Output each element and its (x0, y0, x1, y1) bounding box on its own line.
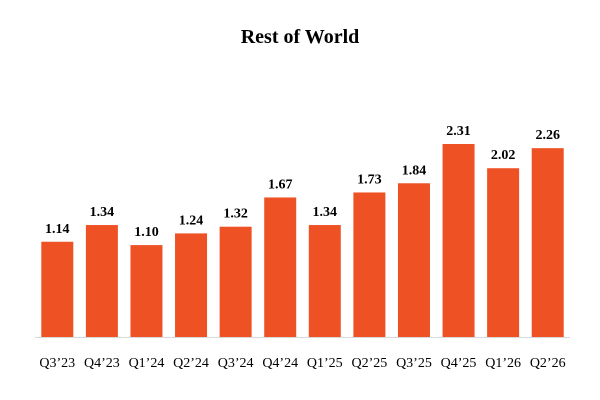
x-tick-label: Q2’25 (351, 356, 387, 371)
bar (264, 197, 297, 337)
bar (41, 241, 74, 337)
bar (397, 183, 430, 337)
bar (130, 245, 163, 337)
x-tick-label: Q1’25 (307, 356, 343, 371)
x-tick-label: Q4’24 (262, 356, 298, 371)
bar (531, 148, 564, 337)
bar-value-label: 1.34 (90, 205, 115, 220)
x-tick-label: Q2’24 (173, 356, 209, 371)
value-labels-layer: 1.14 1.34 1.10 1.24 1.32 1.67 1.34 1.73 1.84 2.31… (45, 124, 560, 240)
bar-value-label: 1.14 (45, 222, 70, 237)
x-tick-label: Q4’25 (441, 356, 477, 371)
bar (308, 225, 341, 337)
chart-title: Rest of World (240, 26, 360, 48)
bar-value-label: 1.32 (223, 207, 248, 222)
tick-labels-layer: Q3’23 Q4’23 Q1’24 Q2’24 Q3’24 Q4’24 Q1’25 Q2’25… (39, 356, 565, 371)
bar-value-label: 1.10 (134, 225, 159, 240)
bar-value-label: 1.73 (357, 172, 382, 187)
x-tick-label: Q3’24 (218, 356, 254, 371)
bar-value-label: 2.02 (491, 148, 516, 163)
bar (175, 233, 208, 337)
bar-value-label: 2.31 (446, 124, 471, 139)
x-tick-label: Q1’26 (485, 356, 521, 371)
bar (85, 225, 118, 337)
bar-value-label: 1.67 (268, 177, 293, 192)
bar-value-label: 2.26 (535, 128, 560, 143)
bar (353, 192, 386, 337)
bar-value-label: 1.84 (402, 163, 427, 178)
x-tick-label: Q1’24 (129, 356, 165, 371)
bars-layer (41, 144, 564, 337)
x-tick-label: Q2’26 (530, 356, 566, 371)
x-tick-label: Q3’25 (396, 356, 432, 371)
bar-value-label: 1.34 (313, 205, 338, 220)
x-tick-label: Q4’23 (84, 356, 120, 371)
x-tick-label: Q3’23 (39, 356, 75, 371)
bar-value-label: 1.24 (179, 213, 204, 228)
bar (219, 226, 252, 337)
bar (487, 168, 520, 337)
bar (442, 144, 475, 337)
